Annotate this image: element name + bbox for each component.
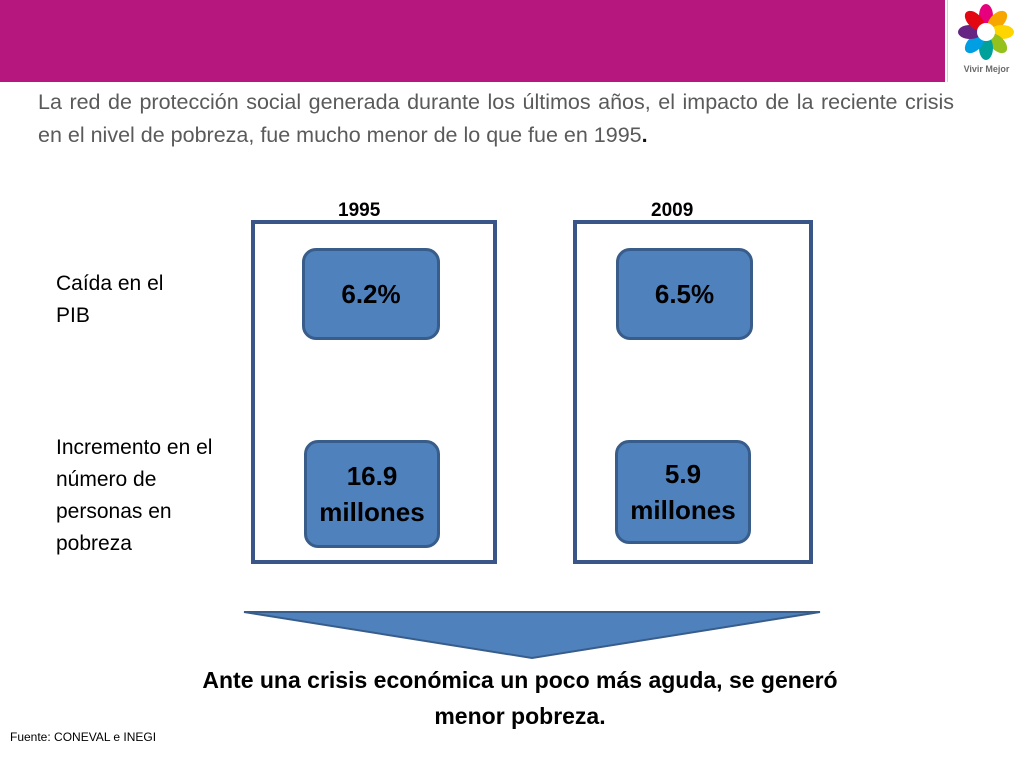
header-bar <box>0 0 945 82</box>
down-arrow-icon <box>243 611 821 660</box>
intro-period: . <box>641 123 648 147</box>
intro-text: La red de protección social generada dur… <box>38 90 954 147</box>
logo: Vivir Mejor <box>947 0 1024 82</box>
intro-paragraph: La red de protección social generada dur… <box>38 86 954 152</box>
pib-2009-value: 6.5% <box>616 248 753 340</box>
pib-row-label: Caída en el PIB <box>56 272 164 327</box>
source-note: Fuente: CONEVAL e INEGI <box>10 730 157 744</box>
pobreza-2009-value: 5.9 millones <box>615 440 751 544</box>
pib-1995-value: 6.2% <box>302 248 440 340</box>
flower-logo-icon <box>958 4 1014 60</box>
pobreza-1995-value: 16.9 millones <box>304 440 440 548</box>
year-2009-label: 2009 <box>651 200 694 221</box>
conclusion-text: Ante una crisis económica un poco más ag… <box>202 667 838 729</box>
logo-text: Vivir Mejor <box>963 64 1010 74</box>
year-1995-label: 1995 <box>338 200 381 221</box>
pobreza-row-label: Incremento en el número de personas en p… <box>56 436 213 555</box>
